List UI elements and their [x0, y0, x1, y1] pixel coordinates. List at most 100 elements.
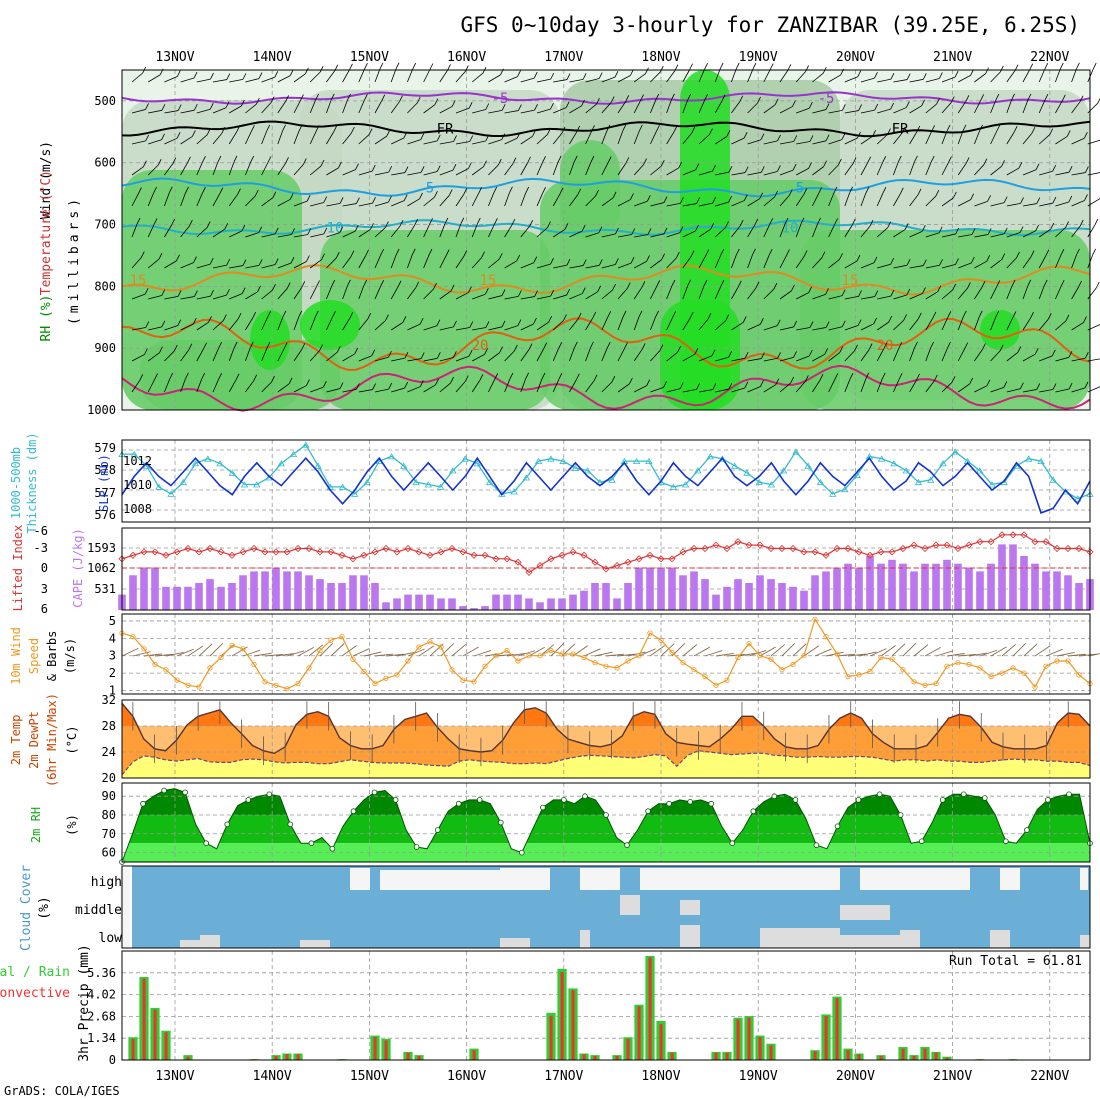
- cape-bar: [690, 571, 698, 610]
- wind-barb-flag: [630, 256, 635, 264]
- wind-barb: [309, 286, 317, 300]
- wind-barb: [715, 388, 729, 393]
- pressure-tick-label: 800: [94, 279, 116, 293]
- wind-barb: [1022, 99, 1029, 114]
- li-point: [404, 544, 412, 553]
- wind-barb: [358, 202, 373, 207]
- cape-bar: [272, 567, 280, 610]
- wind-barb-flag: [1085, 166, 1089, 173]
- wind-barb: [131, 223, 138, 238]
- cape-bar: [580, 590, 588, 610]
- cape-bar: [360, 575, 368, 610]
- wind-barb: [682, 169, 696, 176]
- wind-barb: [472, 293, 486, 300]
- rh-point: [918, 838, 925, 845]
- wind-barb-flag: [865, 186, 870, 194]
- wind-barb: [342, 203, 357, 207]
- rh-area: [560, 140, 620, 240]
- wind-barb-flag: [414, 218, 419, 226]
- wind-barb-flag: [161, 289, 166, 296]
- wind-barb: [164, 260, 177, 269]
- cape-bar: [1053, 571, 1061, 610]
- wind-barb: [488, 74, 501, 83]
- wind-barb-flag: [1079, 219, 1084, 227]
- wind-barb-flag: [189, 219, 193, 227]
- wind-barb-flag: [691, 126, 696, 134]
- wind-barb-flag: [596, 97, 600, 105]
- wind-barb: [504, 192, 510, 207]
- wind-barb-flag: [501, 320, 506, 327]
- wind-barb: [941, 76, 956, 83]
- thickness-point: [828, 490, 837, 497]
- wind-barb-flag: [468, 162, 472, 169]
- wind-barb: [569, 230, 583, 238]
- wind-barb: [358, 255, 366, 269]
- wind-barb-flag: [1084, 352, 1089, 359]
- wind-barb: [877, 295, 891, 300]
- wind-barb: [650, 71, 661, 83]
- wind-barb-flag: [1076, 248, 1080, 256]
- li-point: [393, 548, 401, 556]
- thickness-point: [645, 457, 653, 464]
- wind-barb: [828, 326, 843, 331]
- wind-barb: [471, 257, 482, 269]
- temperature-contour: [121, 264, 1091, 296]
- wind-barb-flag: [420, 133, 425, 140]
- wind-barb-flag: [953, 191, 957, 199]
- wind-barb: [488, 352, 500, 362]
- wind-barb: [330, 643, 345, 657]
- wind-barb: [488, 258, 500, 269]
- wind-barb-flag: [509, 186, 513, 194]
- wind-speed-point: [493, 653, 499, 659]
- wind-barb-flag: [841, 133, 846, 140]
- cape-bar: [437, 598, 445, 610]
- wind-barb-flag: [320, 159, 325, 167]
- precip-conv-bar: [131, 1038, 135, 1060]
- wind-barb: [974, 130, 980, 145]
- thickness-point: [289, 450, 298, 457]
- wind-barb: [451, 644, 467, 657]
- wind-barb: [957, 653, 976, 657]
- wind-barb-flag: [655, 310, 659, 318]
- wind-barb-flag: [533, 71, 538, 79]
- wind-barb: [747, 254, 753, 269]
- wind-barb: [308, 644, 324, 657]
- wind-barb: [196, 263, 211, 269]
- wind-barb: [164, 378, 171, 393]
- wind-barb-flag: [970, 256, 975, 264]
- precip-conv-bar: [835, 998, 839, 1060]
- precip-conv-bar: [142, 978, 146, 1060]
- wind-barb-flag: [1068, 166, 1073, 173]
- wind-barb-flag: [497, 158, 502, 166]
- wind-barb-flag: [817, 217, 821, 225]
- wind-barb-flag: [289, 193, 294, 200]
- rh-point: [540, 804, 546, 811]
- wind-barb-flag: [622, 310, 627, 318]
- wind-barb: [374, 227, 386, 238]
- wind-barb: [698, 255, 707, 269]
- wind-barb-flag: [906, 259, 911, 266]
- wind-barb-flag: [511, 218, 516, 226]
- wind-barb-flag: [777, 352, 781, 359]
- wind-barb: [187, 645, 204, 657]
- wind-barb: [714, 320, 726, 331]
- wind-barb: [293, 385, 307, 393]
- wind-barb-flag: [404, 351, 409, 359]
- wind-barb-flag: [1012, 311, 1017, 318]
- date-label-bottom: 21NOV: [933, 1069, 972, 1084]
- wind-speed-point: [350, 656, 356, 662]
- thickness-point: [1024, 455, 1033, 462]
- cape-bar: [635, 567, 643, 610]
- cloud-patch: [990, 930, 1010, 948]
- wind-barb: [212, 161, 219, 176]
- wind-barb: [569, 265, 584, 269]
- wind-barb: [293, 287, 303, 300]
- contour-label: 10: [782, 221, 799, 237]
- cape-bar: [591, 583, 599, 610]
- wind-barb: [1056, 651, 1075, 657]
- wind-speed-point: [1054, 658, 1060, 664]
- wind-barb: [893, 264, 908, 269]
- wind-barb-flag: [760, 380, 764, 387]
- wind-speed-point: [482, 663, 488, 669]
- wind-barb-flag: [395, 62, 400, 70]
